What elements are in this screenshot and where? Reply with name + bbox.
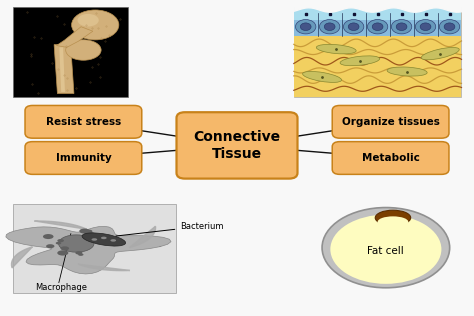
Ellipse shape	[324, 23, 335, 31]
FancyBboxPatch shape	[294, 36, 462, 97]
Polygon shape	[35, 221, 87, 229]
Ellipse shape	[302, 71, 342, 82]
FancyBboxPatch shape	[176, 112, 298, 179]
Ellipse shape	[387, 67, 427, 76]
Ellipse shape	[91, 238, 97, 241]
Ellipse shape	[57, 239, 64, 242]
Text: Macrophage: Macrophage	[36, 283, 87, 291]
Ellipse shape	[57, 250, 68, 256]
Text: Bacterium: Bacterium	[116, 222, 224, 236]
Ellipse shape	[295, 20, 316, 34]
Polygon shape	[78, 264, 130, 270]
Text: Connective
Tissue: Connective Tissue	[193, 130, 281, 161]
Ellipse shape	[301, 23, 311, 31]
Ellipse shape	[316, 44, 356, 54]
FancyBboxPatch shape	[294, 7, 462, 97]
Ellipse shape	[78, 253, 83, 256]
Ellipse shape	[340, 56, 380, 66]
Ellipse shape	[367, 20, 388, 34]
Text: Organize tissues: Organize tissues	[342, 117, 439, 127]
FancyBboxPatch shape	[12, 204, 175, 293]
Ellipse shape	[104, 240, 113, 245]
Ellipse shape	[43, 234, 54, 239]
Text: Immunity: Immunity	[55, 153, 111, 163]
Ellipse shape	[66, 40, 101, 60]
Ellipse shape	[392, 20, 412, 34]
Ellipse shape	[75, 251, 82, 255]
FancyBboxPatch shape	[25, 106, 142, 138]
FancyBboxPatch shape	[294, 7, 462, 20]
FancyBboxPatch shape	[25, 142, 142, 174]
Ellipse shape	[420, 23, 431, 31]
Ellipse shape	[61, 246, 69, 251]
Ellipse shape	[319, 20, 340, 34]
Ellipse shape	[444, 23, 455, 31]
FancyBboxPatch shape	[332, 142, 449, 174]
Text: Resist stress: Resist stress	[46, 117, 121, 127]
Polygon shape	[59, 47, 65, 92]
Ellipse shape	[82, 233, 126, 246]
FancyBboxPatch shape	[294, 7, 462, 36]
Ellipse shape	[344, 20, 364, 34]
Polygon shape	[54, 45, 74, 94]
Ellipse shape	[79, 228, 90, 234]
Ellipse shape	[378, 216, 408, 228]
Text: Fat cell: Fat cell	[367, 246, 404, 256]
Ellipse shape	[375, 210, 410, 225]
Ellipse shape	[56, 242, 61, 245]
Ellipse shape	[421, 47, 459, 60]
Ellipse shape	[372, 23, 383, 31]
Ellipse shape	[439, 20, 460, 34]
FancyBboxPatch shape	[332, 106, 449, 138]
Ellipse shape	[348, 23, 359, 31]
Ellipse shape	[396, 23, 407, 31]
Ellipse shape	[86, 230, 92, 233]
Ellipse shape	[101, 237, 107, 239]
Ellipse shape	[72, 10, 119, 40]
Polygon shape	[56, 27, 93, 47]
Polygon shape	[129, 226, 155, 247]
Ellipse shape	[330, 215, 441, 284]
Ellipse shape	[110, 239, 116, 242]
Ellipse shape	[77, 14, 99, 27]
Ellipse shape	[415, 20, 436, 34]
Text: Metabolic: Metabolic	[362, 153, 419, 163]
Ellipse shape	[46, 244, 55, 248]
Polygon shape	[6, 226, 171, 274]
Ellipse shape	[84, 232, 94, 237]
FancyBboxPatch shape	[12, 7, 128, 97]
Ellipse shape	[322, 208, 450, 288]
Ellipse shape	[59, 235, 94, 252]
Polygon shape	[11, 247, 33, 268]
